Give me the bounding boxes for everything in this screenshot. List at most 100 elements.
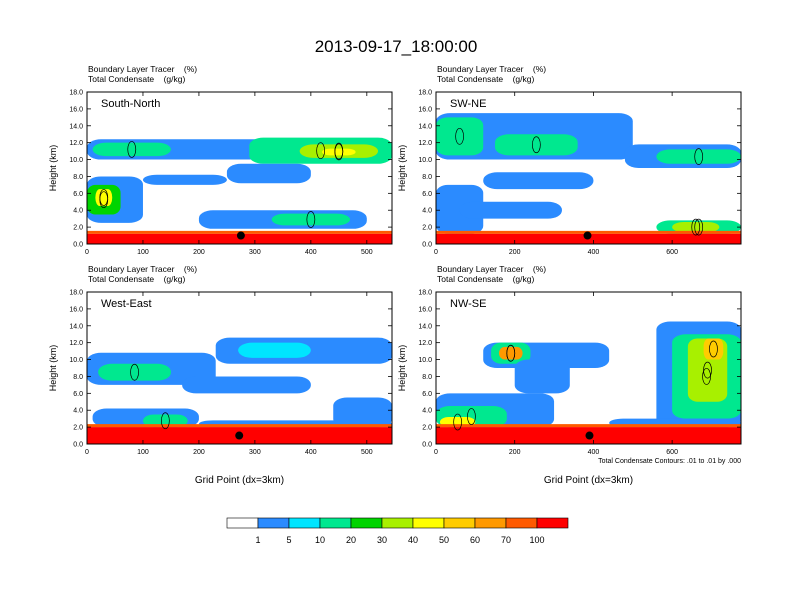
panel-subtitle: Boundary Layer Tracer (%) <box>88 264 197 274</box>
x-tick-label: 400 <box>305 249 317 256</box>
colorbar-label: 30 <box>377 535 387 545</box>
tracer-patch <box>92 142 171 157</box>
colorbar-label: 20 <box>346 535 356 545</box>
x-tick-label: 500 <box>361 449 373 456</box>
y-tick-label: 18.0 <box>418 90 432 97</box>
y-tick-label: 18.0 <box>418 290 432 297</box>
panel-subtitle: Boundary Layer Tracer (%) <box>437 264 546 274</box>
y-tick-label: 4.0 <box>422 408 432 415</box>
panel-subtitle: Boundary Layer Tracer (%) <box>88 64 197 74</box>
x-tick-label: 300 <box>249 249 261 256</box>
panel-west-east: West-East Boundary Layer Tracer (%)Total … <box>48 264 393 486</box>
panel-label: South-North <box>101 98 160 110</box>
colorbar-swatch <box>474 517 507 529</box>
y-tick-label: 12.0 <box>69 140 83 147</box>
y-tick-label: 18.0 <box>69 290 83 297</box>
x-tick-label: 300 <box>249 449 261 456</box>
location-marker <box>583 231 592 240</box>
y-tick-label: 12.0 <box>418 340 432 347</box>
x-tick-label: 0 <box>85 449 89 456</box>
y-tick-label: 4.0 <box>422 208 432 215</box>
y-tick-label: 14.0 <box>418 123 432 130</box>
condensate-contour <box>694 218 704 236</box>
y-tick-label: 10.0 <box>418 357 432 364</box>
x-tick-label: 600 <box>666 249 678 256</box>
condensate-contour <box>702 368 711 385</box>
tracer-patch <box>495 134 578 156</box>
tracer-patch <box>226 163 311 184</box>
x-tick-label: 100 <box>137 249 149 256</box>
condensate-contour <box>334 143 344 161</box>
condensate-contour <box>306 211 316 228</box>
x-tick-label: 200 <box>509 449 521 456</box>
y-tick-label: 18.0 <box>69 90 83 97</box>
y-tick-label: 8.0 <box>422 174 432 181</box>
condensate-contour <box>127 141 137 158</box>
colorbar-label: 50 <box>439 535 449 545</box>
colorbar-swatch <box>288 517 321 529</box>
y-tick-label: 6.0 <box>422 191 432 198</box>
x-tick-label: 500 <box>361 249 373 256</box>
y-tick-label: 10.0 <box>69 357 83 364</box>
y-tick-label: 2.0 <box>73 225 83 232</box>
colorbar-swatch <box>226 517 259 529</box>
y-tick-label: 10.0 <box>418 157 432 164</box>
x-tick-label: 0 <box>434 449 438 456</box>
tracer-field <box>87 337 392 444</box>
condensate-contour <box>506 344 516 362</box>
y-tick-label: 8.0 <box>73 374 83 381</box>
tracer-patch <box>514 359 570 394</box>
condensate-contour <box>709 340 718 358</box>
tracer-patch <box>656 149 741 164</box>
x-tick-label: 200 <box>509 249 521 256</box>
colorbar-label: 60 <box>470 535 480 545</box>
plot-frame <box>435 91 742 245</box>
location-marker <box>585 431 594 440</box>
tracer-patch <box>98 363 171 381</box>
x-tick-label: 0 <box>434 249 438 256</box>
y-tick-label: 16.0 <box>69 306 83 313</box>
condensate-contour <box>467 408 476 425</box>
condensate-contour <box>703 361 712 379</box>
surface-band-fringe <box>87 424 392 428</box>
colorbar-swatch <box>505 517 538 529</box>
x-tick-label: 400 <box>588 449 600 456</box>
y-axis-label: Height (km) <box>48 145 58 192</box>
condensate-contour <box>694 148 704 165</box>
colorbar-swatch <box>536 517 569 529</box>
colorbar-legend: 1 5 10 20 30 40 50 60 70 100 <box>226 517 569 545</box>
y-tick-label: 16.0 <box>418 306 432 313</box>
y-axis-label: Height (km) <box>48 345 58 392</box>
condensate-contour <box>455 127 464 145</box>
x-tick-label: 400 <box>305 449 317 456</box>
tracer-patch <box>238 342 311 358</box>
colorbar-swatch <box>350 517 383 529</box>
y-tick-label: 16.0 <box>418 106 432 113</box>
y-tick-label: 6.0 <box>73 191 83 198</box>
colorbar-label: 40 <box>408 535 418 545</box>
tracer-patch <box>271 213 351 226</box>
y-tick-label: 16.0 <box>69 106 83 113</box>
y-tick-label: 2.0 <box>422 425 432 432</box>
x-tick-label: 0 <box>85 249 89 256</box>
x-tick-label: 200 <box>193 249 205 256</box>
panel-subtitle: Boundary Layer Tracer (%) <box>437 64 546 74</box>
colorbar-swatch <box>257 517 290 529</box>
panel-sw-ne: SW-NE Boundary Layer Tracer (%)Total Cond… <box>397 64 742 256</box>
colorbar-label: 100 <box>529 535 544 545</box>
colorbar-label: 5 <box>286 535 291 545</box>
tracer-patch <box>703 338 724 360</box>
panel-label: SW-NE <box>450 98 486 110</box>
x-tick-label: 400 <box>588 249 600 256</box>
y-tick-label: 10.0 <box>69 157 83 164</box>
surface-band-fringe <box>436 424 741 428</box>
condensate-contour <box>99 189 109 206</box>
condensate-contour <box>453 413 462 431</box>
tracer-patch <box>436 184 484 234</box>
y-tick-label: 0.0 <box>422 442 432 449</box>
panel-subtitle: Total Condensate (g/kg) <box>88 274 186 284</box>
tracer-patch <box>322 148 356 156</box>
colorbar-swatch <box>412 517 445 529</box>
y-tick-label: 8.0 <box>422 374 432 381</box>
